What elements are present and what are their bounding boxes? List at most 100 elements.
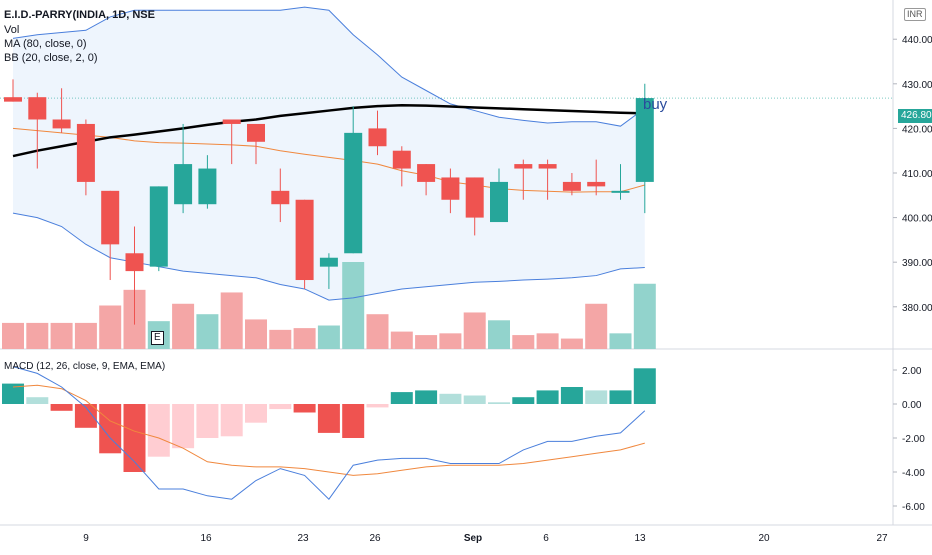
macd-histogram-bar [366,404,389,408]
volume-bar [99,305,122,349]
price-tick-label: 430.00 [902,80,932,91]
currency-badge[interactable]: INR [904,8,926,21]
candle-body [76,123,95,182]
candle-body [538,164,557,169]
macd-line [12,366,646,500]
time-tick-label: Sep [464,533,482,544]
volume-bar [74,322,97,349]
volume-bar [536,333,559,349]
price-tick-label: 390.00 [902,258,932,269]
volume-bar [245,319,267,349]
volume-bar [220,292,243,349]
volume-bar [488,320,510,349]
volume-bar [560,338,583,349]
legend-macd: MACD (12, 26, close, 9, EMA, EMA) [4,361,166,372]
volume-bar [390,331,413,349]
candle-body [4,97,22,102]
time-tick-label: 23 [297,533,309,544]
macd-histogram-bar [245,404,267,423]
price-tick-label: 380.00 [902,303,932,314]
macd-signal-line [12,384,645,476]
macd-histogram-bar [50,404,73,411]
time-tick-label: 9 [83,533,89,544]
volume-bar [585,303,608,349]
candle-body [514,164,533,169]
candle-body [392,150,411,169]
candle-body [198,168,217,205]
macd-histogram-bar [293,404,316,413]
price-tick-label: 400.00 [902,214,932,225]
candle-body [344,132,363,254]
macd-histogram-bar [269,404,292,410]
candle-body [222,119,241,124]
volume-bar [342,262,365,349]
macd-tick-label: 2.00 [902,366,922,377]
volume-bar [293,328,316,349]
macd-histogram-bar [536,390,559,404]
volume-bar [609,333,632,349]
macd-histogram-bar [560,387,583,404]
ma80-line [12,103,645,158]
bb-upper-line [12,6,646,127]
volume-bar [50,322,73,349]
time-tick-label: 6 [543,533,549,544]
earnings-marker[interactable]: E [151,331,164,345]
volume-bar [172,303,195,349]
time-tick-label: 27 [876,533,888,544]
bb-fill [13,7,645,301]
macd-tick-label: -6.00 [902,502,925,513]
volume-bar [366,314,389,349]
price-tick-label: 450.00 [902,0,932,2]
candle-body [149,186,168,267]
candle-body [587,181,606,187]
volume-bar [196,314,219,349]
candle-body [295,199,314,281]
macd-histogram-bar [609,390,632,404]
macd-histogram-bar [415,390,438,404]
macd-histogram-bar [342,404,365,438]
last-price-label: 426.80 [898,109,932,123]
price-tick-label: 440.00 [902,35,932,46]
macd-histogram-bar [463,395,486,404]
time-tick-label: 20 [758,533,770,544]
candle-body [271,190,290,205]
candle-body [562,181,581,191]
macd-histogram-bar [2,383,24,404]
macd-histogram-bar [585,390,608,404]
candle-body [417,164,436,182]
macd-histogram-bar [390,392,413,404]
candle-body [319,257,338,267]
legend-title: E.I.D.-PARRY(INDIA, 1D, NSE [4,9,155,21]
time-tick-label: 16 [200,533,212,544]
legend-vol: Vol [4,24,20,36]
candle-body [247,123,265,142]
macd-histogram-bar [439,393,462,404]
candle-body [52,119,71,129]
macd-histogram-bar [220,404,243,437]
macd-histogram-bar [147,404,170,457]
bb-basis-line [12,127,645,193]
legend-bb: BB (20, close, 2, 0) [4,52,98,64]
legend-ma: MA (80, close, 0) [4,38,87,50]
volume-bar [26,322,49,349]
volume-bar [439,333,462,349]
candle-body [490,181,508,223]
candle-body [441,177,460,200]
macd-histogram-bar [123,404,146,472]
macd-histogram-bar [488,402,510,404]
macd-histogram-bar [172,404,195,449]
candle-body [368,128,387,147]
volume-bar [415,335,438,349]
candle-body [101,190,120,245]
macd-tick-label: -2.00 [902,434,925,445]
candle-body [635,98,654,182]
price-tick-label: 420.00 [902,124,932,135]
volume-bar [463,312,486,349]
time-tick-label: 13 [634,533,646,544]
macd-histogram-bar [196,404,219,438]
macd-histogram-bar [317,404,340,433]
volume-bar [633,283,656,349]
macd-tick-label: -4.00 [902,468,925,479]
